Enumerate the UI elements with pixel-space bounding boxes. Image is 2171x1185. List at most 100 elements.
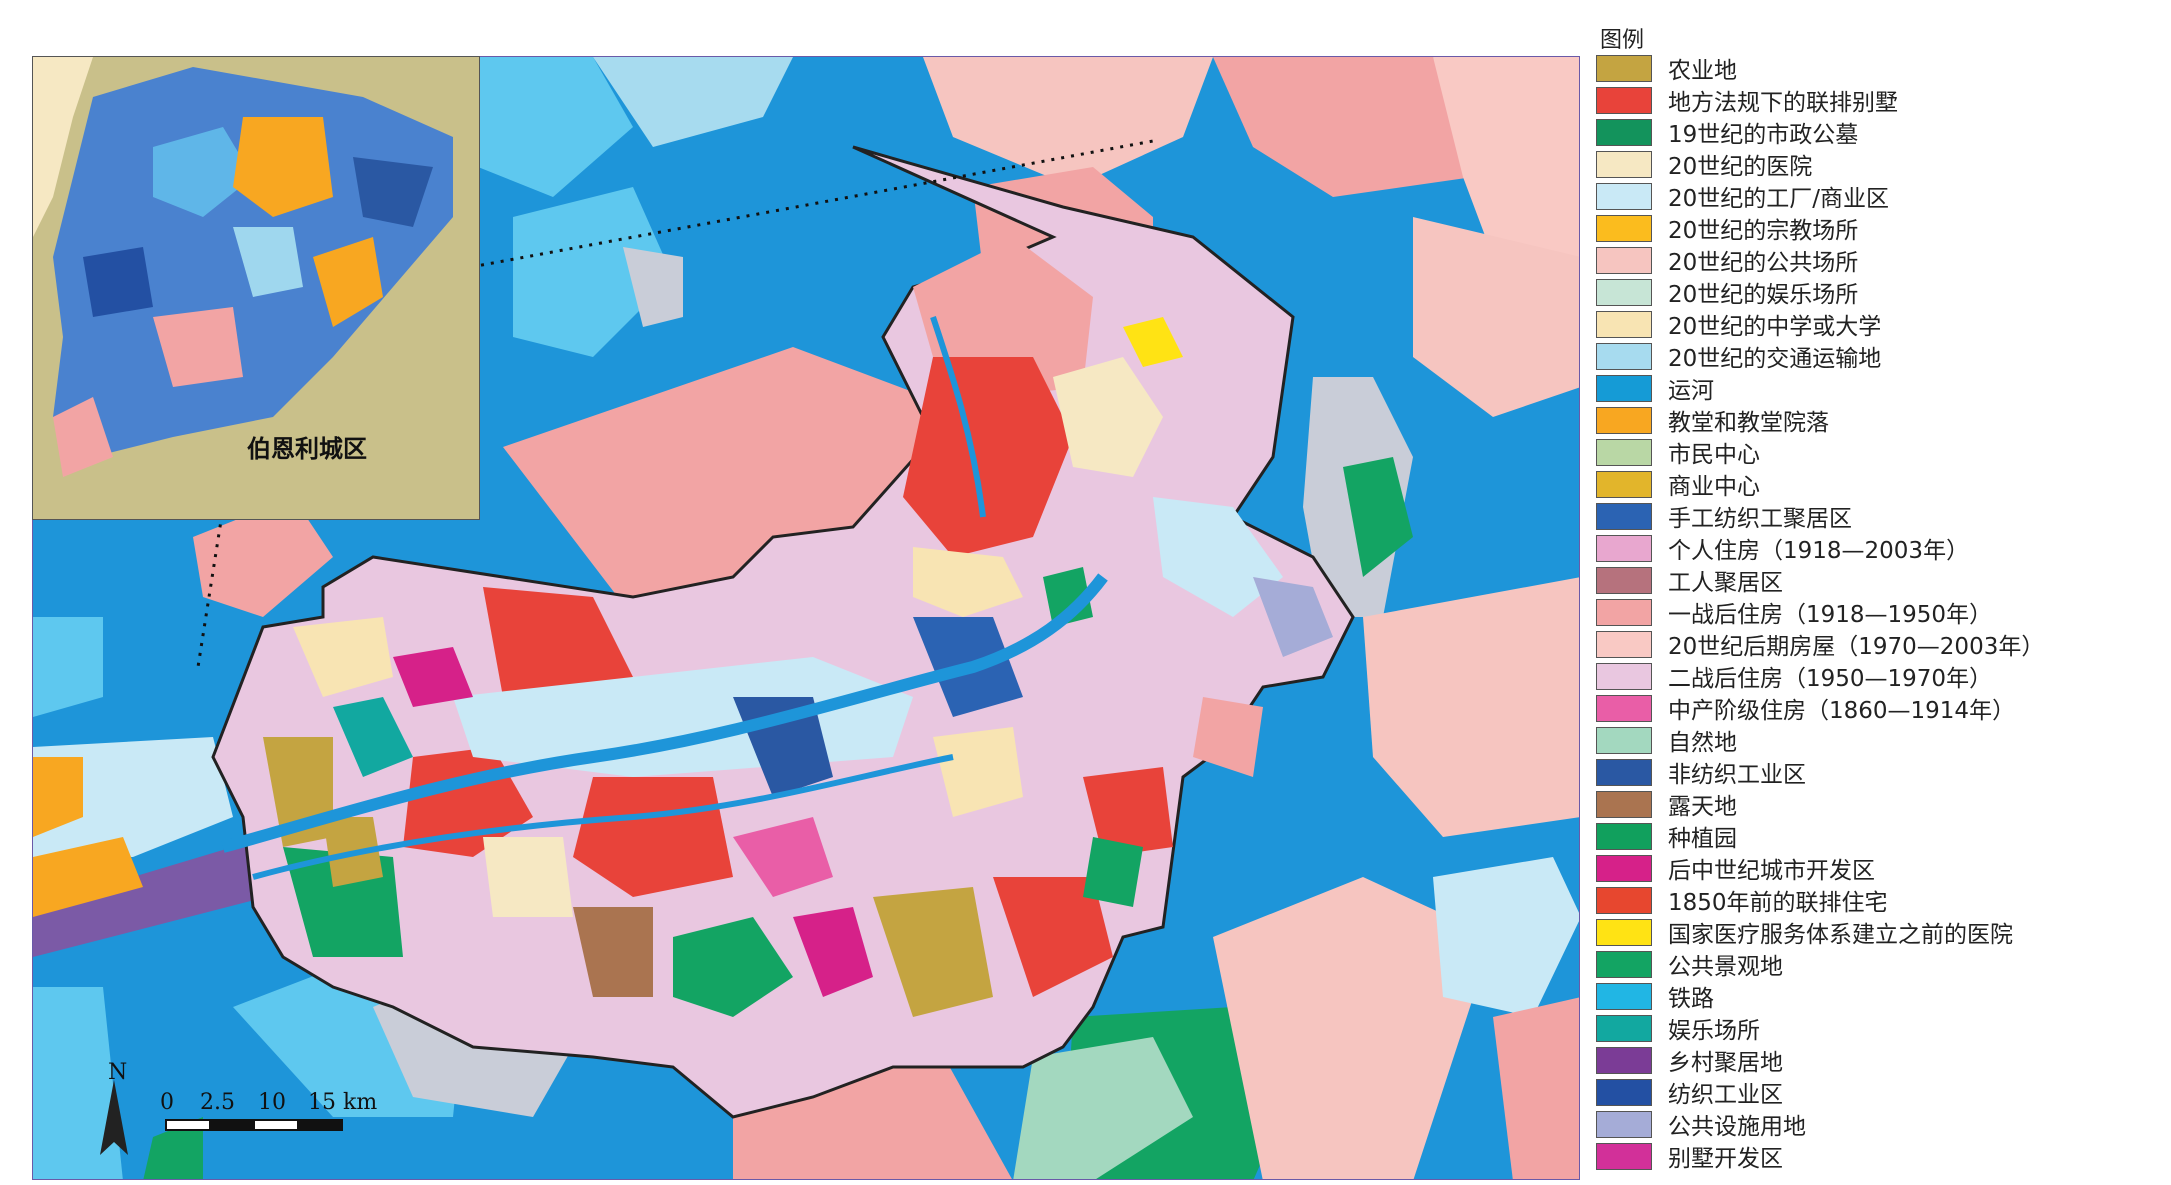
patch [143,1117,203,1179]
patch [1213,877,1493,1179]
legend-item: 20世纪后期房屋（1970—2003年） [1596,628,2156,660]
legend-swatch [1596,278,1652,306]
scale-tick: 2.5 [200,1090,235,1115]
patch [293,617,393,697]
legend-item: 20世纪的宗教场所 [1596,212,2156,244]
legend-item: 铁路 [1596,980,2156,1012]
patch [793,907,873,997]
legend-label: 公共景观地 [1668,954,1783,980]
legend-item: 娱乐场所 [1596,1012,2156,1044]
inset-connectors [196,139,1154,668]
legend-label: 市民中心 [1668,442,1760,468]
legend-label: 20世纪的公共场所 [1668,250,1859,276]
patch [573,777,733,897]
legend-label: 露天地 [1668,794,1737,820]
legend-swatch [1596,1014,1652,1042]
legend-label: 后中世纪城市开发区 [1668,858,1875,884]
legend-swatch [1596,1046,1652,1074]
legend-swatch [1596,118,1652,146]
legend-item: 纺织工业区 [1596,1076,2156,1108]
legend-swatch [1596,342,1652,370]
legend-label: 纺织工业区 [1668,1082,1783,1108]
legend-item: 20世纪的中学或大学 [1596,308,2156,340]
legend-item: 19世纪的市政公墓 [1596,116,2156,148]
legend-item: 中产阶级住房（1860—1914年） [1596,692,2156,724]
legend-item: 20世纪的公共场所 [1596,244,2156,276]
legend-item: 个人住房（1918—2003年） [1596,532,2156,564]
legend-label: 教堂和教堂院落 [1668,410,1829,436]
burnley-district [211,145,1355,1119]
legend-swatch [1596,214,1652,242]
legend: 图例 农业地 地方法规下的联排别墅 19世纪的市政公墓 20世纪的医院 20世纪的工厂/… [1596,22,2156,1172]
patch [1153,497,1283,617]
legend-swatch [1596,534,1652,562]
legend-swatch [1596,694,1652,722]
legend-label: 自然地 [1668,730,1737,756]
scale-tick: 0 [160,1090,174,1115]
legend-swatch [1596,438,1652,466]
patch [593,57,793,147]
legend-swatch [1596,54,1652,82]
scale-segment [165,1119,211,1131]
legend-item: 手工纺织工聚居区 [1596,500,2156,532]
legend-label: 20世纪的宗教场所 [1668,218,1859,244]
scale-segment [297,1119,343,1131]
legend-label: 娱乐场所 [1668,1018,1760,1044]
map-svg [33,57,1579,1179]
patch [1123,317,1183,367]
canal-line [252,754,954,880]
legend-label: 20世纪后期房屋（1970—2003年） [1668,634,2045,660]
patch [1213,57,1473,197]
legend-swatch [1596,406,1652,434]
legend-item: 商业中心 [1596,468,2156,500]
legend-item: 自然地 [1596,724,2156,756]
legend-swatch [1596,982,1652,1010]
legend-swatch [1596,310,1652,338]
inset-patch [33,57,93,237]
patch [1053,357,1163,477]
inset-patch [53,397,113,477]
canal-line [221,573,1108,853]
legend-label: 20世纪的娱乐场所 [1668,282,1859,308]
patch [1433,57,1579,277]
legend-swatch [1596,598,1652,626]
inset-svg [33,57,453,477]
legend-label: 非纺织工业区 [1668,762,1806,788]
patch [573,907,653,997]
legend-label: 国家医疗服务体系建立之前的医院 [1668,922,2013,948]
inset-map: 伯恩利城区 [32,56,480,520]
legend-label: 19世纪的市政公墓 [1668,122,1859,148]
patch [873,887,993,1017]
patch [1253,577,1333,657]
legend-swatch [1596,886,1652,914]
scale-tick: 10 [258,1090,286,1115]
inset-patch [153,307,243,387]
patch [933,727,1023,817]
patch [993,877,1113,997]
legend-label: 中产阶级住房（1860—1914年） [1668,698,2016,724]
patch [1433,857,1579,1017]
legend-label: 地方法规下的联排别墅 [1668,90,1898,116]
patch [1043,567,1093,627]
legend-swatch [1596,950,1652,978]
patch [1083,767,1173,857]
legend-item: 20世纪的交通运输地 [1596,340,2156,372]
inset-patch [233,117,333,217]
legend-item: 后中世纪城市开发区 [1596,852,2156,884]
patch [903,357,1073,557]
legend-item: 非纺织工业区 [1596,756,2156,788]
patch [923,57,1213,187]
legend-label: 商业中心 [1668,474,1760,500]
legend-label: 1850年前的联排住宅 [1668,890,1888,916]
legend-item: 公共设施用地 [1596,1108,2156,1140]
patch [913,547,1023,617]
map-canvas [32,56,1580,1180]
legend-item: 国家医疗服务体系建立之前的医院 [1596,916,2156,948]
legend-item: 市民中心 [1596,436,2156,468]
legend-label: 手工纺织工聚居区 [1668,506,1852,532]
legend-swatch [1596,150,1652,178]
inset-patch [233,227,303,297]
legend-label: 乡村聚居地 [1668,1050,1783,1076]
legend-item: 教堂和教堂院落 [1596,404,2156,436]
inset-patch [153,127,253,217]
